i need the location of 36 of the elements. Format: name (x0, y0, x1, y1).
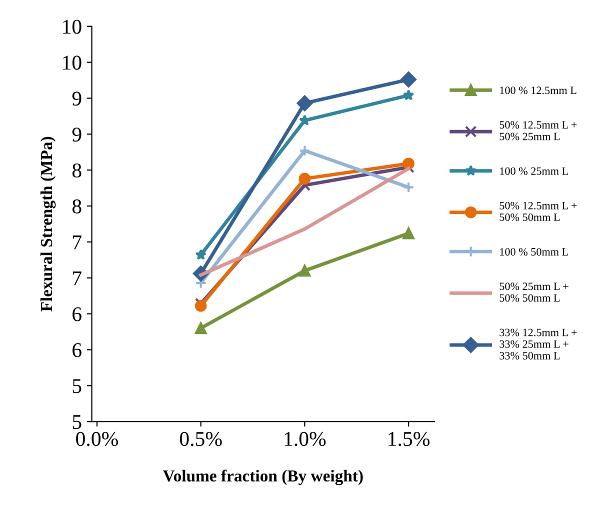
legend-label: 100 % 12.5mm L (500, 86, 576, 94)
x-axis-title: Volume fraction (By weight) (162, 470, 363, 486)
legend-label: 100 % 25mm L (500, 167, 568, 175)
y-tick-label: 6 (72, 343, 82, 358)
point (298, 144, 311, 157)
x-tick-label: 1.0% (284, 432, 326, 446)
point (402, 158, 414, 170)
y-axis-title: Flexural Strength (MPa) (40, 136, 56, 312)
x-tick-label: 0.5% (180, 432, 222, 446)
legend-label: 50% 12.5mm L + 50% 50mm L (500, 202, 577, 222)
point (402, 227, 414, 240)
point (400, 72, 416, 88)
point (298, 172, 311, 185)
y-tick-label: 5 (72, 415, 82, 430)
y-tick-label: 6 (72, 307, 82, 322)
point (194, 322, 207, 334)
y-tick-label: 9 (72, 128, 82, 142)
y-tick-label: 8 (72, 163, 82, 178)
y-tick-label: 10 (63, 20, 82, 34)
y-tick-label: 7 (73, 271, 82, 286)
legend-label: 33% 12.5mm L + 33% 25mm L + 33% 50mm L (500, 328, 577, 360)
legend-label: 50% 12.5mm L + 50% 25mm L (500, 121, 577, 140)
point (402, 181, 414, 194)
point (402, 89, 414, 100)
legend-label: 100 % 50mm L (500, 248, 568, 256)
x-tick-label: 1.5% (388, 432, 430, 446)
legend-label: 50% 25mm L + 50% 50mm L (500, 282, 568, 302)
point (195, 248, 207, 260)
y-tick-label: 9 (72, 92, 82, 106)
y-tick-label: 10 (63, 56, 82, 70)
point (296, 95, 313, 112)
point (298, 264, 311, 277)
y-tick-label: 7 (73, 236, 82, 250)
y-tick-label: 5 (72, 379, 82, 394)
y-tick-label: 8 (72, 199, 82, 214)
x-tick-label: 0.0% (76, 432, 118, 446)
